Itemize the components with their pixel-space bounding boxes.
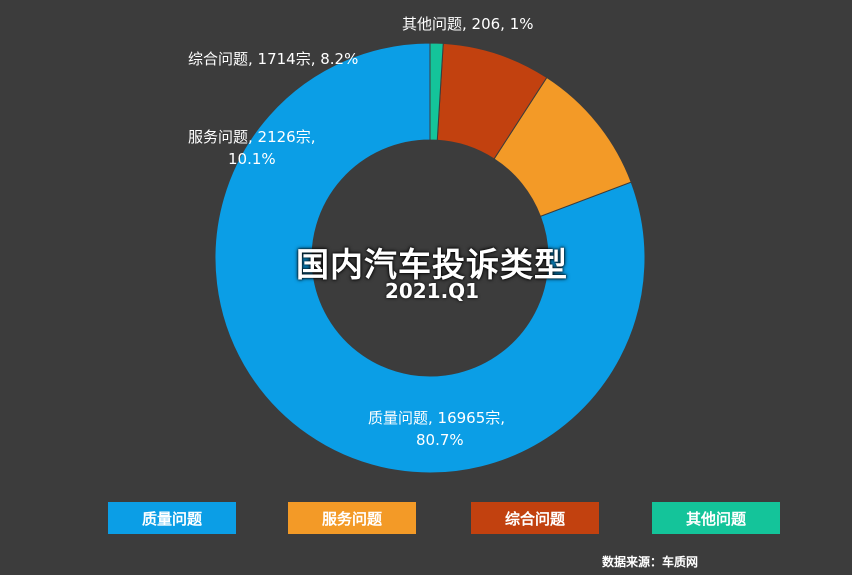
data-label-service: 服务问题, 2126宗, 10.1% <box>188 128 316 168</box>
slice-service <box>493 76 632 217</box>
legend-item-quality[interactable]: 质量问题 <box>108 502 236 534</box>
chart-title: 国内汽车投诉类型 <box>296 245 568 284</box>
data-label-other: 其他问题, 206, 1% <box>402 15 534 33</box>
chart-subtitle: 2021.Q1 <box>384 279 480 303</box>
slice-quality <box>214 42 646 474</box>
data-source: 数据来源：车质网 <box>602 555 699 569</box>
legend-item-comprehensive[interactable]: 综合问题 <box>471 502 599 534</box>
legend-item-other[interactable]: 其他问题 <box>652 502 780 534</box>
slice-other <box>429 42 444 141</box>
data-label-quality: 质量问题, 16965宗, 80.7% <box>368 409 506 449</box>
slice-comprehensive <box>436 42 548 160</box>
data-label-comprehensive: 综合问题, 1714宗, 8.2% <box>188 50 359 68</box>
legend-item-service[interactable]: 服务问题 <box>288 502 416 534</box>
